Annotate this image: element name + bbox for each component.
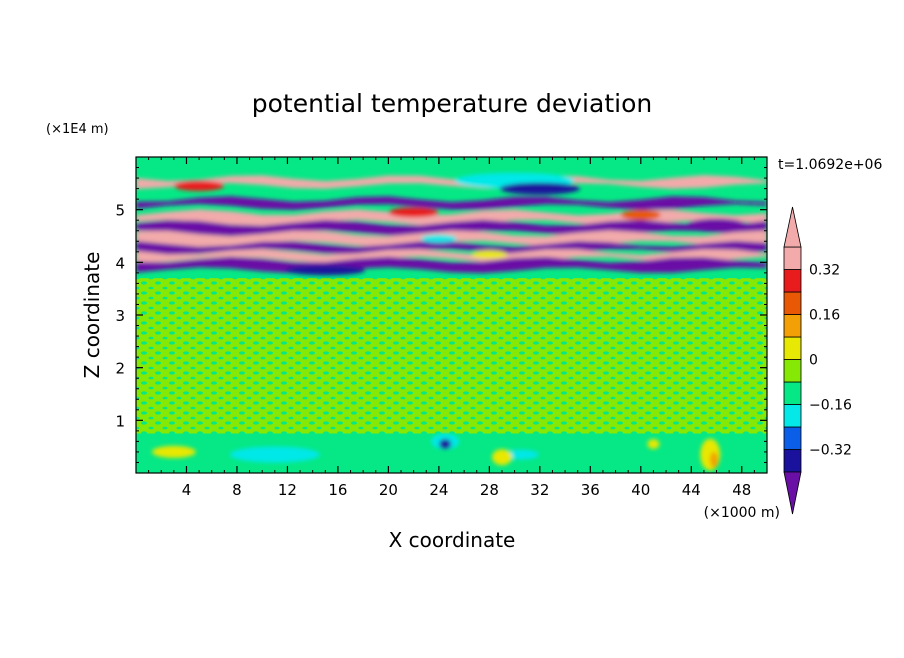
- y-unit-label: (×1E4 m): [46, 122, 109, 137]
- colorbar-segment: [783, 449, 802, 473]
- colorbar-label: −0.32: [809, 443, 852, 459]
- x-tick-label: 4: [182, 481, 192, 499]
- x-tick-label: 24: [429, 481, 448, 499]
- colorbar: 0.32 0.16 0 −0.16 −0.32: [783, 206, 852, 515]
- band-5: [136, 240, 767, 255]
- plot-area: [136, 157, 767, 473]
- y-tick-label: 5: [115, 202, 125, 220]
- colorbar-segment: [783, 246, 802, 270]
- x-tick-label: 12: [278, 481, 297, 499]
- field-blob-15: [700, 438, 721, 471]
- x-tick-label: 40: [631, 481, 650, 499]
- field-blob-7: [285, 265, 366, 276]
- field-blob-12: [151, 445, 196, 458]
- field-blob-8: [686, 218, 747, 233]
- y-axis-label: Z coordinate: [80, 252, 104, 379]
- x-tick-label: 48: [732, 481, 751, 499]
- colorbar-segment: [783, 426, 802, 450]
- colorbar-label: 0: [809, 353, 818, 369]
- field-blob-6: [471, 250, 508, 259]
- x-tick-label: 36: [581, 481, 600, 499]
- field-blob-16: [709, 451, 718, 468]
- field-blob-4: [620, 209, 661, 220]
- field-blob-10: [439, 439, 452, 450]
- y-tick-label: 4: [115, 254, 125, 272]
- x-tick-label: 8: [232, 481, 242, 499]
- x-tick-label: 32: [530, 481, 549, 499]
- band-1: [136, 196, 767, 210]
- field-blob-3: [388, 207, 439, 218]
- colorbar-segment: [783, 381, 802, 405]
- contour-field: [136, 172, 767, 473]
- colorbar-label: 0.16: [809, 308, 840, 324]
- y-tick-label: 3: [115, 307, 125, 325]
- field-blob-5: [420, 234, 457, 243]
- colorbar-segment: [783, 336, 802, 360]
- y-tick-label: 2: [115, 360, 125, 378]
- field-blobs: [136, 172, 767, 471]
- field-blob-14: [491, 449, 512, 466]
- time-label: t=1.0692e+06: [778, 157, 882, 173]
- lower-field-region: [136, 278, 767, 434]
- colorbar-segment: [783, 359, 802, 383]
- colorbar-segment: [783, 269, 802, 293]
- x-tick-label: 44: [682, 481, 701, 499]
- colorbar-label: −0.16: [809, 398, 852, 414]
- band-6: [136, 248, 767, 263]
- colorbar-extend-max: [783, 206, 802, 248]
- field-blob-11: [229, 446, 320, 463]
- band-0: [136, 175, 767, 189]
- colorbar-extend-min: [783, 471, 802, 515]
- y-axis: 1 2 3 4 5: [115, 167, 767, 463]
- colorbar-segment: [783, 314, 802, 338]
- field-blob-17: [647, 439, 660, 450]
- colorbar-segment: [783, 404, 802, 428]
- x-axis: 4 8 12 16 20 24 28 32 36 40 44 48: [148, 157, 755, 499]
- field-blob-1: [499, 182, 580, 195]
- field-blob-2: [174, 180, 225, 191]
- colorbar-segment: [783, 291, 802, 315]
- x-axis-label: X coordinate: [389, 528, 516, 552]
- x-tick-label: 16: [328, 481, 347, 499]
- y-tick-label: 1: [115, 412, 125, 430]
- x-tick-label: 28: [480, 481, 499, 499]
- x-unit-label: (×1000 m): [704, 505, 780, 521]
- colorbar-label: 0.32: [809, 263, 840, 279]
- x-tick-label: 20: [379, 481, 398, 499]
- chart-title: potential temperature deviation: [252, 89, 652, 118]
